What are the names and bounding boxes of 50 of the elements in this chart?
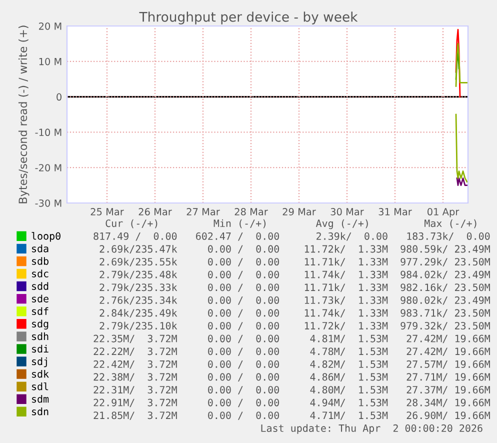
chart-title: Throughput per device - by week	[139, 12, 358, 24]
text: 2.69k/235.55k 0.00 / 0.00 11.71k/ 1.33M 977.29k/ 23.50M	[100, 258, 490, 266]
y-axis-title: Bytes/second read (-) / write (+)	[18, 26, 30, 204]
x-tick-label: 28 Mar	[234, 208, 268, 216]
y-tick-label: 10 M	[39, 58, 62, 66]
legend-label: loop0	[32, 232, 60, 242]
legend-label: sde	[32, 294, 48, 302]
text: 2.69k/235.47k 0.00 / 0.00 11.72k/ 1.33M 980.59k/ 23.49M	[100, 244, 490, 254]
x-tick-label: 26 Mar	[138, 208, 172, 216]
legend-label: sdf	[32, 307, 48, 315]
y-tick-label: 20 M	[39, 22, 62, 30]
y-tick-label: -10 M	[35, 128, 62, 136]
text: 22.38M/ 3.72M 0.00 / 0.00 4.86M/ 1.53M 27.71M/ 19.66M	[94, 373, 490, 382]
legend-label: sda	[32, 244, 48, 252]
text: 2.84k/235.49k 0.00 / 0.00 11.74k/ 1.33M 983.71k/ 23.50M	[100, 308, 490, 318]
legend-label: sdm	[32, 395, 49, 403]
text: 2.79k/235.10k 0.00 / 0.00 11.72k/ 1.33M 979.32k/ 23.50M	[100, 322, 490, 330]
text: 21.85M/ 3.72M 0.00 / 0.00 4.71M/ 1.53M 26.90M/ 19.66M	[94, 412, 490, 420]
legend-label: sdg	[32, 320, 48, 330]
legend-label: sdd	[32, 282, 48, 290]
text: 2.79k/235.33k 0.00 / 0.00 11.71k/ 1.33M 982.16k/ 23.50M	[100, 283, 490, 292]
text: 2.79k/235.48k 0.00 / 0.00 11.74k/ 1.33M 984.02k/ 23.49M	[100, 270, 490, 280]
text: Last update: Thu Apr 2 00:00:20 2026	[261, 424, 482, 434]
legend-label: sdi	[32, 344, 48, 353]
x-tick-label: 31 Mar	[378, 208, 412, 216]
y-tick-label: -20 M	[35, 164, 62, 172]
line-series	[455, 43, 468, 87]
legend-label: sdc	[32, 270, 48, 278]
y-tick-label: 0	[56, 93, 62, 101]
line-series	[455, 114, 468, 182]
legend-label: sdl	[32, 382, 48, 390]
x-tick-label: 25 Mar	[90, 208, 124, 216]
legend-label: sdh	[32, 332, 48, 340]
text: 22.31M/ 3.72M 0.00 / 0.00 4.80M/ 1.53M 27.37M/ 19.66M	[94, 386, 490, 394]
legend-label: sdn	[32, 408, 48, 416]
text: 22.42M/ 3.72M 0.00 / 0.00 4.82M/ 1.53M 27.57M/ 19.66M	[94, 360, 490, 369]
x-tick-label: 29 Mar	[282, 208, 316, 216]
x-tick-label: 27 Mar	[186, 208, 220, 216]
x-tick-label: 01 Apr	[428, 208, 460, 218]
y-tick-label: -30 M	[35, 199, 62, 207]
legend-label: sdj	[32, 357, 47, 368]
text: 22.91M/ 3.72M 0.00 / 0.00 4.94M/ 1.53M 28.34M/ 19.66M	[94, 398, 490, 408]
x-tick-label: 30 Mar	[330, 208, 364, 216]
text: 2.76k/235.34k 0.00 / 0.00 11.73k/ 1.33M 980.02k/ 23.49M	[100, 296, 490, 305]
legend-label: sdb	[32, 257, 48, 265]
text: 817.49 / 0.00 602.47 / 0.00 2.39k/ 0.00 183.73k/ 0.00	[94, 232, 490, 241]
text: Cur (-/+) Min (-/+) Avg (-/+) Max (-/+)	[106, 219, 476, 230]
text: 22.22M/ 3.72M 0.00 / 0.00 4.78M/ 1.53M 27.42M/ 19.66M	[94, 348, 490, 356]
text: 22.35M/ 3.72M 0.00 / 0.00 4.81M/ 1.53M 27.42M/ 19.66M	[94, 334, 490, 344]
legend-label: sdk	[32, 370, 49, 378]
